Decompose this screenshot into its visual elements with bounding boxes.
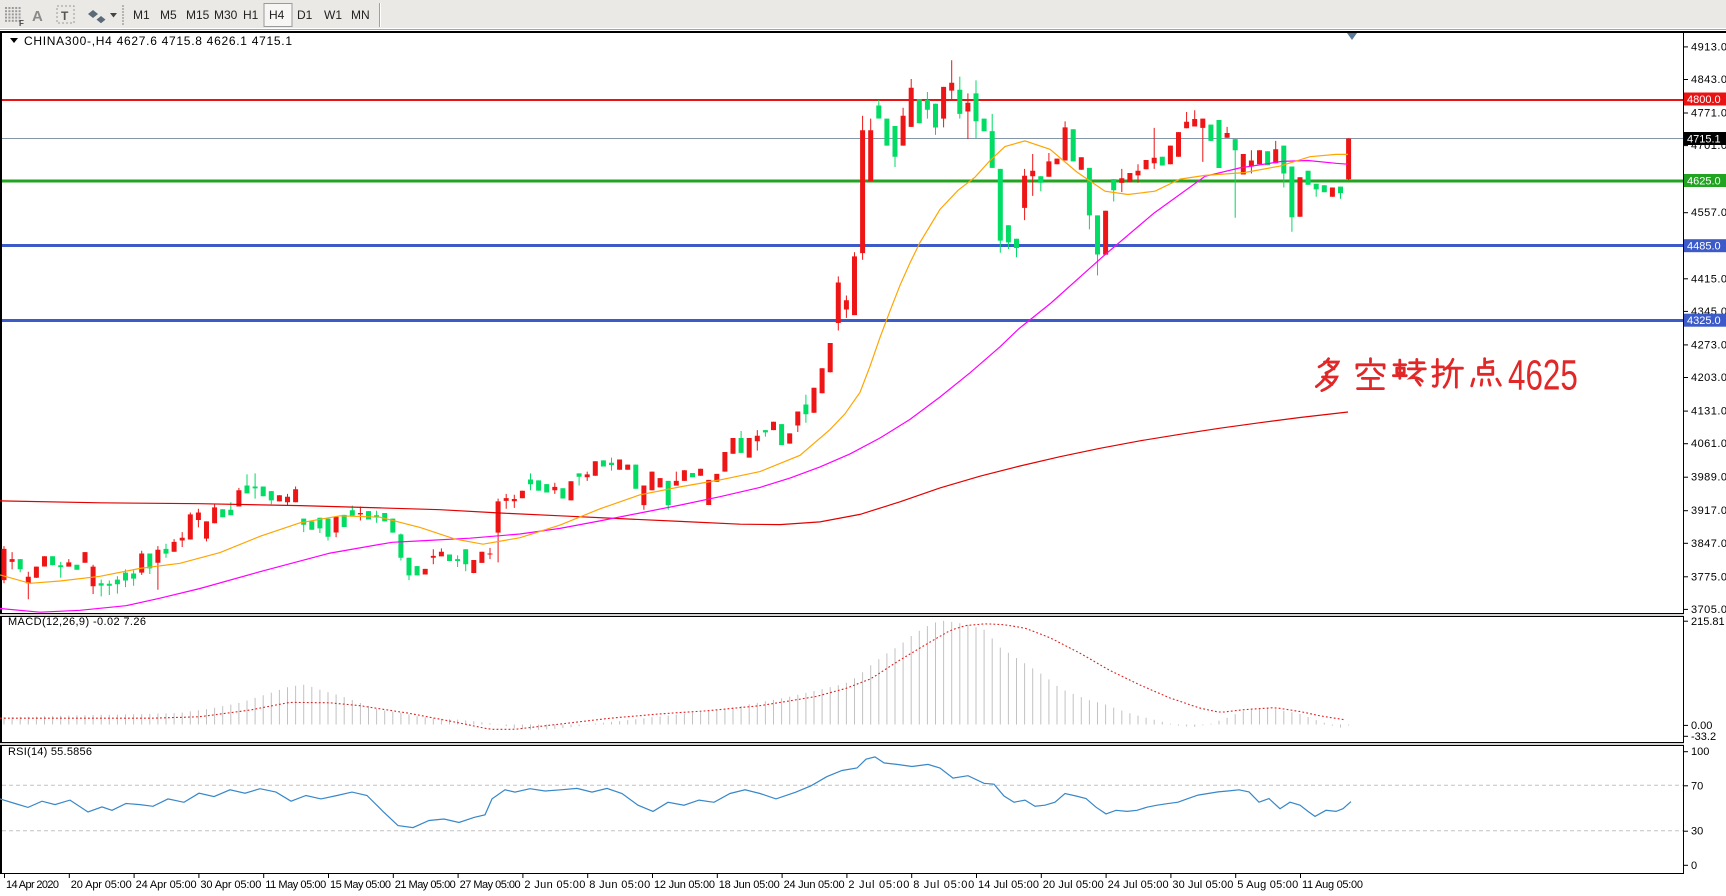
svg-text:14 Apr 2020: 14 Apr 2020 (6, 879, 59, 891)
svg-text:3917.0: 3917.0 (1691, 505, 1726, 517)
svg-text:M15: M15 (186, 8, 210, 22)
svg-text:T: T (61, 9, 69, 23)
svg-text:2 Jun 05:00: 2 Jun 05:00 (524, 879, 585, 891)
svg-text:M1: M1 (133, 8, 150, 22)
svg-text:RSI(14) 55.5856: RSI(14) 55.5856 (8, 746, 92, 758)
svg-text:24 Jun 05:00: 24 Jun 05:00 (784, 879, 845, 891)
svg-text:20 Apr 05:00: 20 Apr 05:00 (71, 879, 132, 891)
svg-text:100: 100 (1691, 746, 1709, 758)
svg-text:4913.0: 4913.0 (1691, 41, 1726, 53)
svg-text:8 Jun 05:00: 8 Jun 05:00 (589, 879, 650, 891)
svg-text:30 Jul 05:00: 30 Jul 05:00 (1172, 879, 1233, 891)
svg-text:D1: D1 (297, 8, 313, 22)
svg-text:M5: M5 (160, 8, 177, 22)
svg-text:21 May 05:00: 21 May 05:00 (395, 879, 456, 891)
svg-text:5 Aug 05:00: 5 Aug 05:00 (1237, 879, 1298, 891)
svg-text:0.00: 0.00 (1691, 720, 1712, 732)
svg-text:3705.0: 3705.0 (1691, 604, 1726, 616)
svg-text:30 Apr 05:00: 30 Apr 05:00 (200, 879, 261, 891)
svg-text:11 May 05:00: 11 May 05:00 (265, 879, 326, 891)
svg-text:4843.0: 4843.0 (1691, 74, 1726, 86)
svg-text:0: 0 (1691, 860, 1697, 872)
svg-text:-33.2: -33.2 (1691, 731, 1716, 743)
svg-text:3847.0: 3847.0 (1691, 538, 1726, 550)
svg-text:11 Aug 05:00: 11 Aug 05:00 (1302, 879, 1363, 891)
svg-text:27 May 05:00: 27 May 05:00 (460, 879, 521, 891)
svg-text:4415.0: 4415.0 (1691, 273, 1726, 285)
svg-text:MACD(12,26,9) -0.02 7.26: MACD(12,26,9) -0.02 7.26 (8, 616, 146, 628)
svg-text:W1: W1 (324, 8, 342, 22)
svg-text:24 Apr 05:00: 24 Apr 05:00 (136, 879, 197, 891)
svg-text:H4: H4 (269, 8, 285, 22)
svg-text:4325.0: 4325.0 (1687, 315, 1721, 327)
svg-text:4273.0: 4273.0 (1691, 339, 1726, 351)
svg-text:215.81: 215.81 (1691, 616, 1725, 628)
svg-text:4715.1: 4715.1 (1687, 134, 1721, 146)
svg-text:4131.0: 4131.0 (1691, 406, 1726, 418)
svg-text:24 Jul 05:00: 24 Jul 05:00 (1108, 879, 1169, 891)
svg-text:M30: M30 (214, 8, 238, 22)
svg-text:70: 70 (1691, 780, 1703, 792)
svg-text:4557.0: 4557.0 (1691, 207, 1726, 219)
svg-text:F: F (19, 19, 24, 28)
svg-text:15 May 05:00: 15 May 05:00 (330, 879, 391, 891)
svg-text:3775.0: 3775.0 (1691, 571, 1726, 583)
svg-text:MN: MN (351, 8, 370, 22)
svg-text:20 Jul 05:00: 20 Jul 05:00 (1043, 879, 1104, 891)
svg-text:12 Jun 05:00: 12 Jun 05:00 (654, 879, 715, 891)
svg-text:4771.0: 4771.0 (1691, 108, 1726, 120)
svg-text:H1: H1 (243, 8, 259, 22)
svg-text:4061.0: 4061.0 (1691, 438, 1726, 450)
svg-text:18 Jun 05:00: 18 Jun 05:00 (719, 879, 780, 891)
svg-text:30: 30 (1691, 826, 1703, 838)
svg-text:4203.0: 4203.0 (1691, 372, 1726, 384)
svg-text:4625.0: 4625.0 (1687, 176, 1721, 188)
svg-text:4485.0: 4485.0 (1687, 241, 1721, 253)
svg-text:8 Jul 05:00: 8 Jul 05:00 (913, 879, 974, 891)
svg-text:4800.0: 4800.0 (1687, 94, 1721, 106)
svg-text:3989.0: 3989.0 (1691, 472, 1726, 484)
svg-text:14 Jul 05:00: 14 Jul 05:00 (978, 879, 1039, 891)
svg-text:2 Jul 05:00: 2 Jul 05:00 (848, 879, 909, 891)
svg-text:CHINA300-,H4 4627.6 4715.8 46: CHINA300-,H4 4627.6 4715.8 4626.1 4715.1 (24, 34, 292, 48)
svg-text:A: A (32, 8, 43, 25)
svg-text:4625: 4625 (1508, 351, 1578, 399)
